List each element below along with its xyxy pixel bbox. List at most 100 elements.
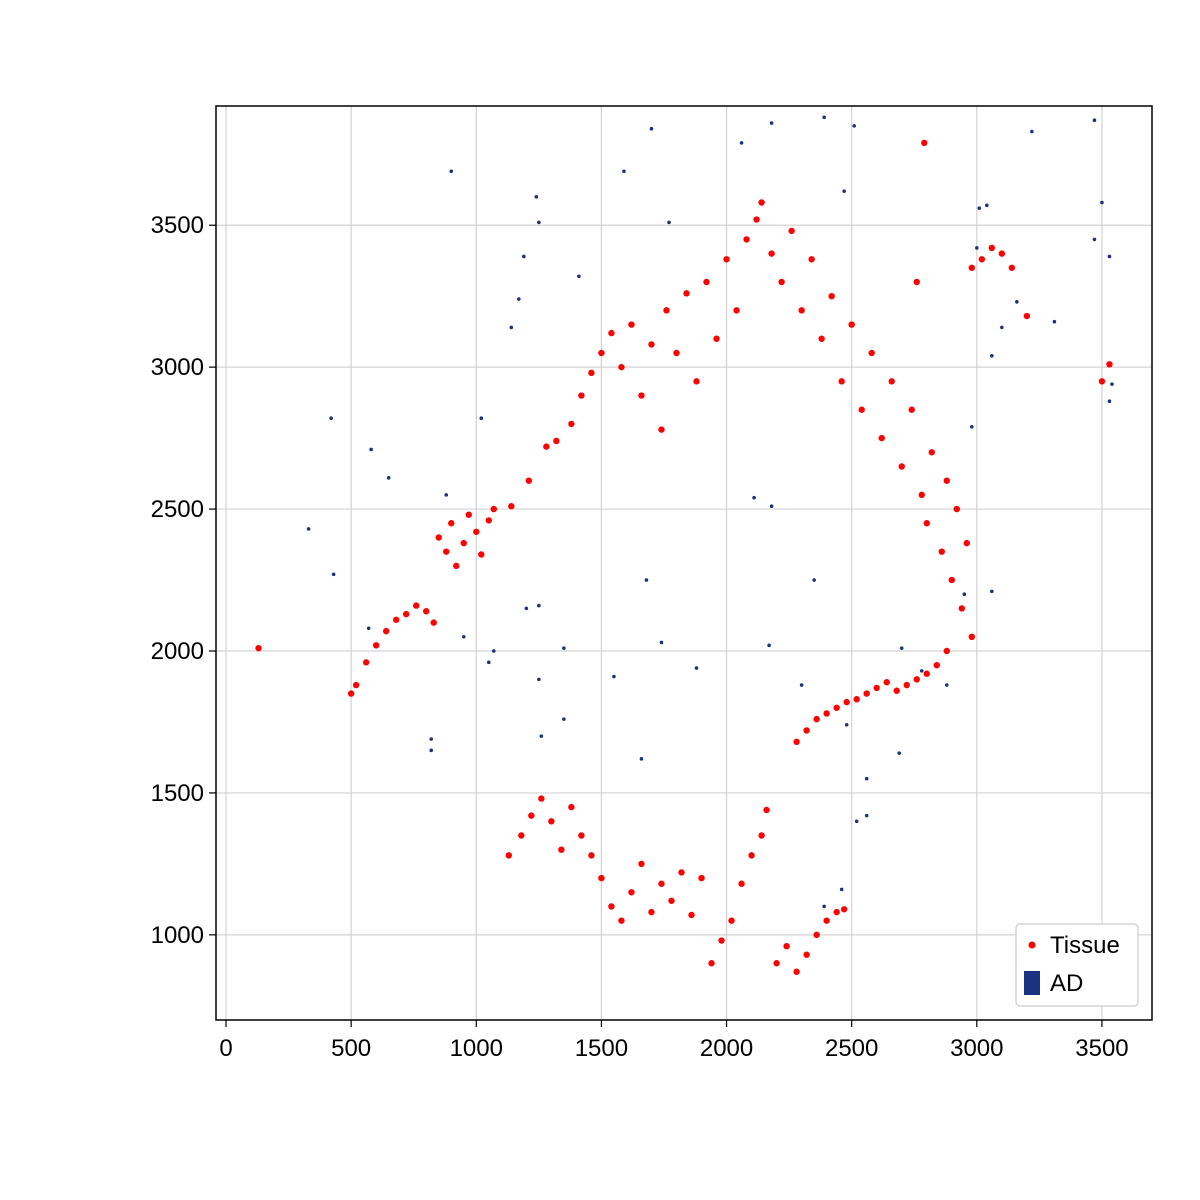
ad-point: [1107, 254, 1112, 259]
tissue-point: [1008, 264, 1016, 271]
tissue-point: [668, 897, 675, 904]
tissue-point: [382, 627, 390, 635]
tissue-point: [738, 880, 745, 887]
tissue-point: [608, 329, 615, 337]
tissue-point: [758, 199, 765, 206]
ad-point: [577, 274, 581, 279]
ad-point: [479, 416, 484, 421]
ad-point: [839, 887, 844, 892]
tissue-point: [548, 818, 555, 825]
ad-point: [799, 683, 804, 687]
tissue-point: [638, 392, 645, 399]
tissue-point: [525, 477, 533, 484]
legend-box: [1015, 923, 1139, 1007]
ad-point: [752, 495, 756, 500]
tissue-point: [663, 307, 670, 314]
tissue-point: [913, 278, 920, 286]
tissue-point: [485, 517, 492, 524]
tissue-point: [803, 727, 810, 734]
tissue-point: [733, 307, 740, 314]
ad-point: [449, 169, 454, 174]
ad-point: [537, 220, 541, 225]
ad-point: [990, 589, 994, 594]
y-tick-label: 2500: [151, 496, 204, 523]
ad-point: [491, 649, 496, 653]
ad-point: [306, 527, 311, 531]
x-tick-label: 2500: [825, 1035, 878, 1062]
ad-point: [1015, 300, 1019, 304]
tissue-point: [808, 256, 815, 263]
tissue-point: [518, 832, 525, 839]
tissue-point: [460, 539, 467, 547]
x-tick-label: 1000: [450, 1035, 503, 1062]
tissue-point: [558, 846, 565, 853]
tissue-point: [758, 832, 765, 839]
ad-point: [1110, 382, 1114, 386]
ad-point: [331, 572, 336, 577]
ad-point: [644, 578, 649, 582]
ad-point: [1100, 200, 1104, 205]
ad-point: [534, 195, 539, 199]
ad-point: [842, 189, 846, 193]
ad-point: [822, 115, 826, 120]
tissue-point: [658, 426, 665, 433]
tissue-point: [490, 505, 497, 513]
ad-point: [524, 606, 529, 611]
tissue-point: [362, 659, 370, 666]
tissue-point: [453, 562, 460, 570]
ad-point: [1000, 325, 1004, 330]
ad-point: [822, 904, 826, 909]
tissue-point: [913, 676, 920, 683]
ad-point: [517, 297, 521, 301]
tissue-point: [553, 437, 560, 445]
tissue-point: [465, 511, 472, 518]
tissue-point: [938, 548, 945, 555]
tissue-point: [978, 256, 986, 263]
ad-point: [944, 683, 949, 687]
tissue-point: [968, 264, 976, 271]
tissue-point: [888, 378, 895, 385]
tissue-point: [392, 616, 400, 623]
tissue-point: [588, 369, 595, 377]
tissue-point: [753, 216, 760, 223]
ad-point: [812, 578, 816, 582]
ad-point: [562, 646, 566, 650]
tissue-point: [628, 889, 635, 896]
ad-point: [767, 643, 771, 648]
tissue-point: [928, 449, 935, 456]
tissue-point: [673, 349, 680, 357]
tissue-point: [708, 960, 715, 967]
tissue-point: [443, 548, 450, 555]
tissue-point: [773, 960, 780, 967]
ad-point: [622, 169, 626, 174]
tissue-point: [528, 812, 535, 819]
tissue-point: [813, 715, 820, 723]
tissue-point: [648, 341, 655, 348]
ad-point: [509, 325, 514, 330]
ad-point: [897, 751, 902, 755]
tissue-point: [943, 477, 950, 484]
tissue-point: [352, 681, 360, 689]
ad-point: [659, 640, 664, 645]
tissue-point: [868, 349, 875, 357]
ad-point: [444, 493, 449, 497]
legend-label: AD: [1050, 970, 1083, 997]
tissue-point: [798, 307, 805, 314]
tissue-point: [618, 363, 625, 371]
tissue-point: [1023, 312, 1031, 320]
tissue-point: [833, 704, 840, 711]
tissue-point: [748, 852, 755, 859]
data-points: [255, 115, 1114, 975]
tissue-point: [448, 520, 455, 527]
tissue-point: [863, 690, 870, 697]
x-tick-label: 3000: [950, 1035, 1003, 1062]
tissue-point: [903, 681, 910, 689]
ad-point: [1107, 399, 1112, 404]
tissue-point: [1106, 361, 1113, 368]
ad-point: [366, 626, 371, 631]
legend-label: Tissue: [1050, 932, 1120, 959]
ad-point: [429, 748, 434, 753]
y-tick-label: 1500: [151, 780, 204, 807]
tissue-point: [723, 256, 730, 263]
